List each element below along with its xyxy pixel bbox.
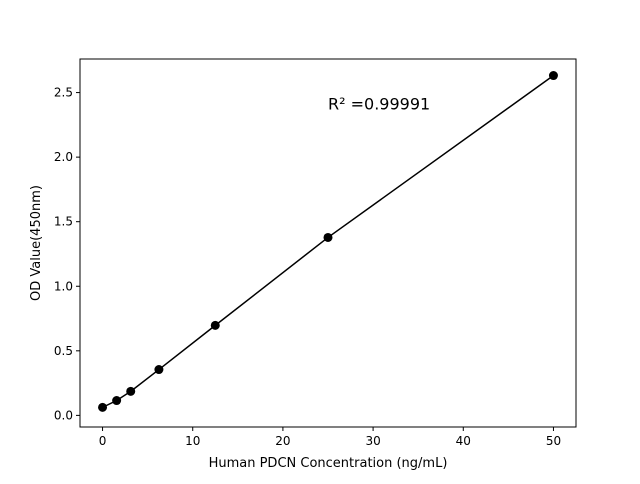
x-tick-label: 20	[275, 434, 290, 448]
x-tick-label: 50	[546, 434, 561, 448]
y-tick-label: 2.5	[54, 86, 73, 100]
series	[98, 71, 558, 412]
data-point	[323, 232, 333, 242]
y-tick-label: 1.0	[54, 279, 73, 293]
x-axis-label: Human PDCN Concentration (ng/mL)	[209, 456, 448, 471]
data-point	[98, 402, 108, 412]
y-tick-label: 1.5	[54, 215, 73, 229]
r-squared-annotation: R² =0.99991	[328, 94, 430, 113]
x-axis: 0 10 20 30 40 50	[99, 427, 561, 448]
y-tick-label: 0.5	[54, 344, 73, 358]
plot-area	[79, 58, 577, 428]
data-point	[112, 396, 122, 406]
data-point	[126, 386, 136, 396]
data-point	[548, 71, 558, 81]
data-point	[210, 320, 220, 330]
x-tick-label: 10	[185, 434, 200, 448]
y-tick-label: 0.0	[54, 408, 73, 422]
data-point	[154, 365, 164, 375]
y-tick-label: 2.0	[54, 150, 73, 164]
x-tick-label: 40	[456, 434, 471, 448]
x-tick-label: 0	[99, 434, 107, 448]
y-axis: 0.0 0.5 1.0 1.5 2.0 2.5	[54, 86, 80, 422]
x-tick-label: 30	[365, 434, 380, 448]
y-axis-label: OD Value(450nm)	[29, 185, 44, 301]
